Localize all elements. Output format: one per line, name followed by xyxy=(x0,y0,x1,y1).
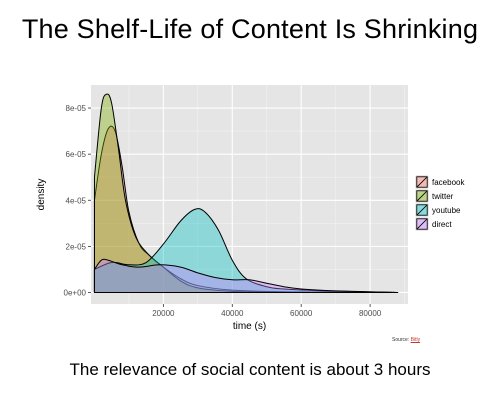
density-area-twitter xyxy=(93,93,399,293)
y-tick-label: 8e-05 xyxy=(66,104,87,113)
source-link[interactable]: Bitly xyxy=(410,337,421,343)
x-tick-label: 80000 xyxy=(359,309,382,318)
y-tick-label: 6e-05 xyxy=(66,150,87,159)
y-tick-label: 4e-05 xyxy=(66,196,87,205)
slide-caption: The relevance of social content is about… xyxy=(69,360,431,379)
legend-key-slash xyxy=(416,218,428,230)
legend-label-twitter: twitter xyxy=(432,192,454,201)
slide-title: The Shelf-Life of Content Is Shrinking xyxy=(21,14,479,44)
x-axis-title: time (s) xyxy=(233,321,266,332)
axes: 20000 40000 60000 80000 0e+00 2e-05 4e-05 6e-05… xyxy=(64,104,382,318)
legend: facebook twitter youtube direct xyxy=(415,175,465,231)
y-tick-label: 2e-05 xyxy=(66,242,87,251)
legend-label-facebook: facebook xyxy=(432,178,465,187)
x-tick-label: 40000 xyxy=(221,309,244,318)
legend-label-direct: direct xyxy=(432,220,452,229)
x-tick-label: 20000 xyxy=(152,309,175,318)
plot-panel-background xyxy=(91,85,408,304)
legend-label-youtube: youtube xyxy=(432,206,461,215)
density-area-direct xyxy=(93,258,399,293)
x-tick-label: 60000 xyxy=(290,309,313,318)
density-area-youtube xyxy=(93,208,399,293)
legend-key-slash xyxy=(416,176,428,188)
grid-lines xyxy=(91,85,408,304)
source-note: Source: Bitly xyxy=(392,337,420,343)
legend-key-slash xyxy=(416,204,428,216)
legend-key-slash xyxy=(416,190,428,202)
y-tick-label: 0e+00 xyxy=(64,288,87,297)
y-axis-title: density xyxy=(36,179,47,211)
source-prefix: Source: xyxy=(392,337,411,343)
density-series xyxy=(93,93,399,293)
